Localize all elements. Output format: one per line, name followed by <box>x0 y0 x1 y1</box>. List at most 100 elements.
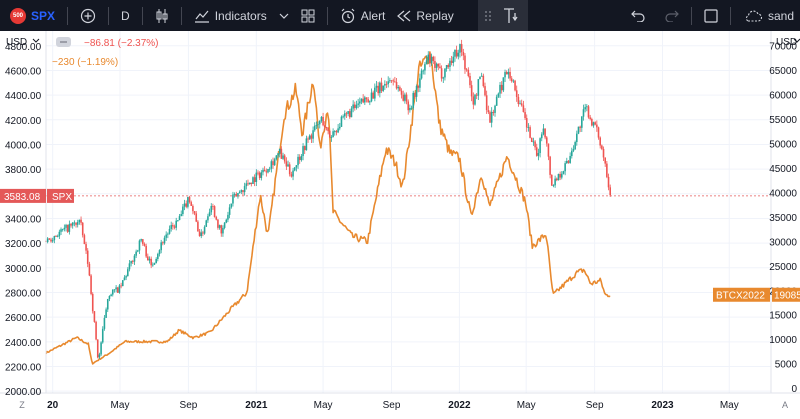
spx-candle <box>113 289 116 291</box>
spx-candle <box>405 94 408 102</box>
left-axis-tick-label: 2600.00 <box>5 313 42 324</box>
spx-candle <box>207 216 209 221</box>
spx-candles-layer <box>45 39 611 359</box>
spx-candle <box>277 153 279 156</box>
spx-candle <box>268 168 271 170</box>
spx-candle <box>355 104 358 109</box>
spx-candle <box>66 224 69 232</box>
drag-handle-icon[interactable] <box>485 11 491 21</box>
spx-candle <box>212 205 214 207</box>
spx-candle <box>108 296 111 299</box>
spx-candle <box>390 80 393 82</box>
spx-candle <box>145 245 147 257</box>
cloud-save-button[interactable]: sand <box>737 0 800 31</box>
spx-candle <box>100 342 102 355</box>
btc-change: −230 (−1.19%) <box>52 57 118 68</box>
symbol-search[interactable]: 500 SPX <box>0 0 61 31</box>
redo-button[interactable] <box>659 0 685 31</box>
layout-button[interactable] <box>295 0 321 31</box>
spx-candle <box>465 69 468 71</box>
spx-candle <box>242 190 244 193</box>
grid-lines <box>46 31 771 393</box>
spx-candle <box>402 94 405 101</box>
spx-candle <box>415 85 418 97</box>
spx-candle <box>333 131 336 132</box>
spx-candle <box>407 101 410 111</box>
spx-candle <box>417 85 420 88</box>
spx-candle <box>208 212 211 217</box>
spx-candle <box>410 107 413 109</box>
indicators-label: Indicators <box>214 8 267 23</box>
spx-candle <box>544 128 546 138</box>
price-chart[interactable]: USD 4800.00 4600.00 4400.00 4200.00 4000.00 3… <box>0 31 800 414</box>
spx-candle <box>514 80 516 91</box>
replay-button[interactable]: Replay <box>391 0 459 31</box>
spx-price-tag: 3583.08 SPX <box>0 188 74 203</box>
spx-candle <box>330 137 333 138</box>
spx-candle <box>227 214 229 220</box>
fullscreen-button[interactable] <box>698 0 724 31</box>
spx-candle <box>283 155 286 162</box>
left-axis-tick-label: 2000.00 <box>5 387 42 398</box>
spx-candle <box>494 105 496 113</box>
candlestick-icon <box>156 8 168 23</box>
spx-candle <box>320 116 323 121</box>
spx-candle <box>389 80 391 82</box>
toolbar-divider <box>690 6 692 25</box>
spx-candle <box>554 178 556 186</box>
replay-label: Replay <box>416 8 454 23</box>
spx-candle <box>253 177 256 183</box>
spx-candle <box>177 220 179 221</box>
right-currency-label[interactable]: USD <box>776 37 797 48</box>
btc-last-price: 19085 <box>774 291 800 302</box>
symbol-name: SPX <box>31 8 56 23</box>
chart-type-button[interactable] <box>149 0 175 31</box>
spx-candle <box>427 54 430 61</box>
spx-candle <box>56 236 59 238</box>
left-currency-label[interactable]: USD <box>6 37 27 48</box>
spx-candle <box>422 70 425 72</box>
spx-candle <box>387 81 389 85</box>
chart-legend: −86.81 (−2.37%) −230 (−1.19%) <box>52 37 159 68</box>
indicators-button[interactable]: Indicators <box>188 0 295 31</box>
spx-candle <box>103 317 106 329</box>
interval-button[interactable]: D <box>115 0 136 31</box>
right-price-axis[interactable]: USD 700006500060000550005000045000400003… <box>769 37 800 395</box>
spx-candle <box>328 130 331 138</box>
spx-candle <box>375 85 378 88</box>
spx-candle <box>335 131 338 133</box>
spx-candle <box>235 193 238 197</box>
left-axis-tick-label: 2400.00 <box>5 338 42 349</box>
spx-candle <box>155 258 157 264</box>
spx-candle <box>601 145 603 149</box>
spx-candle <box>487 110 490 113</box>
alert-button[interactable]: Alert <box>334 0 392 31</box>
compare-symbol-button[interactable] <box>74 0 102 31</box>
spx-candle <box>571 150 573 157</box>
time-axis-tick-label: 2021 <box>245 400 268 411</box>
spx-candle <box>362 98 364 103</box>
spx-candle <box>586 106 588 108</box>
spx-candle <box>170 225 172 229</box>
spx-last-price: 3583.08 <box>4 192 41 203</box>
left-price-axis[interactable]: USD 4800.00 4600.00 4400.00 4200.00 4000.00 3… <box>5 37 42 398</box>
spx-candle <box>193 211 196 214</box>
spx-candle <box>202 232 204 234</box>
spx-candle <box>576 133 578 143</box>
spx-candle <box>412 92 415 108</box>
spx-candle <box>245 183 248 187</box>
spx-candle <box>552 185 555 187</box>
spx-candle <box>525 118 528 128</box>
spx-candle <box>435 63 438 68</box>
spx-candle <box>432 56 435 62</box>
spx-candle <box>163 237 166 244</box>
text-tool-icon[interactable] <box>504 8 518 23</box>
chart-area[interactable]: USD 4800.00 4600.00 4400.00 4200.00 4000.00 3… <box>0 31 800 414</box>
time-axis[interactable]: 20 May Sep 2021 May Sep 2022 May Sep 2023 May Z A <box>19 400 788 411</box>
spx-candle <box>560 173 563 178</box>
spx-candle <box>357 103 359 105</box>
undo-button[interactable] <box>625 0 651 31</box>
spx-candle <box>469 76 471 86</box>
spx-candle <box>394 81 396 83</box>
time-axis-tick-label: May <box>720 400 739 411</box>
